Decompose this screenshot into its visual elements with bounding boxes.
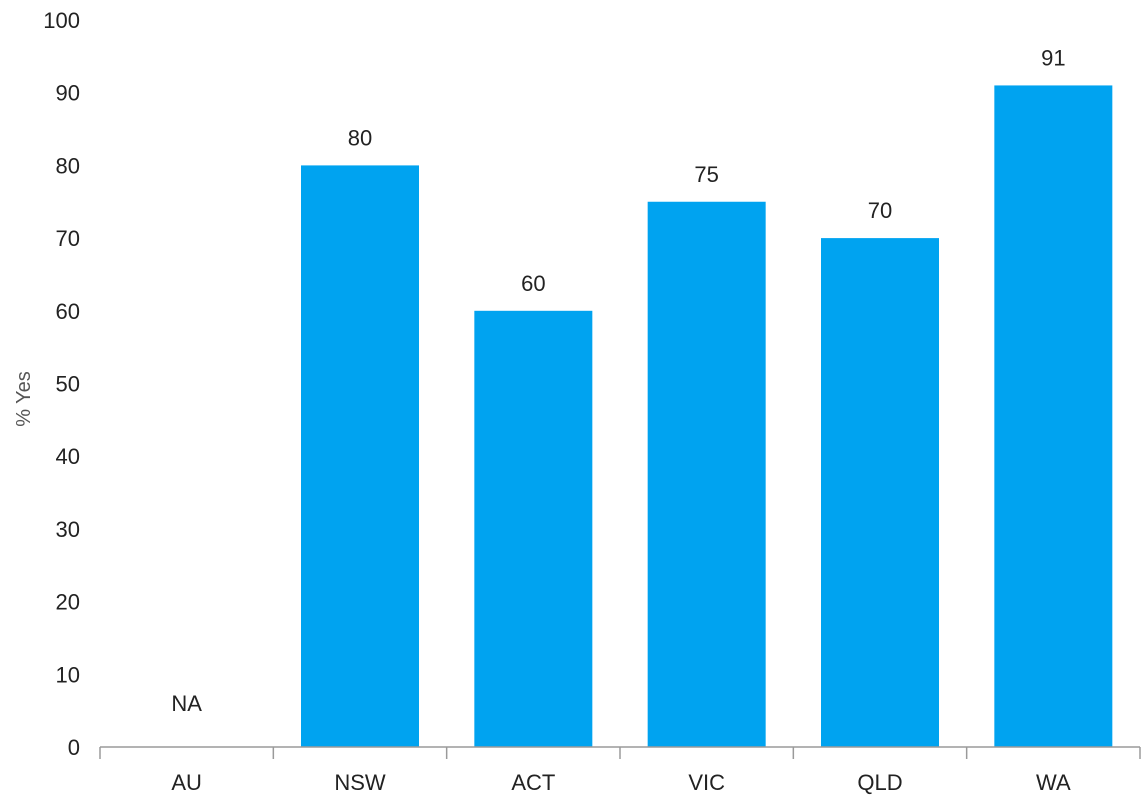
- x-axis: [99, 746, 1141, 759]
- y-axis-ticks: 0 10 20 30 40 50 60 70 80 90 100: [43, 8, 80, 760]
- y-tick-label: 20: [56, 590, 80, 615]
- y-tick-label: 30: [56, 517, 80, 542]
- data-label-vic: 75: [694, 162, 718, 187]
- data-label-qld: 70: [868, 198, 892, 223]
- bar-wa: [994, 85, 1113, 748]
- x-tick-label-vic: VIC: [688, 770, 725, 795]
- x-tick-label-wa: WA: [1036, 770, 1071, 795]
- bar-vic: [647, 201, 766, 747]
- y-tick-label: 40: [56, 444, 80, 469]
- bar-act: [474, 310, 593, 747]
- x-tick-label-qld: QLD: [857, 770, 902, 795]
- data-label-wa: 91: [1041, 45, 1065, 70]
- x-tick-label-act: ACT: [511, 770, 555, 795]
- y-tick-label: 90: [56, 81, 80, 106]
- data-labels: NA 80 60 75 70 91: [171, 45, 1065, 716]
- y-axis-title: % Yes: [13, 371, 35, 427]
- x-tick-label-nsw: NSW: [334, 770, 386, 795]
- x-axis-labels: AU NSW ACT VIC QLD WA: [171, 770, 1071, 795]
- x-tick-label-au: AU: [171, 770, 202, 795]
- data-label-au: NA: [171, 691, 202, 716]
- y-tick-label: 100: [43, 8, 80, 33]
- bar-nsw: [301, 165, 419, 747]
- y-tick-label: 70: [56, 226, 80, 251]
- y-tick-label: 50: [56, 372, 80, 397]
- y-tick-label: 60: [56, 299, 80, 324]
- y-tick-label: 10: [56, 662, 80, 687]
- data-label-nsw: 80: [348, 125, 372, 150]
- bars: [301, 85, 1113, 748]
- y-tick-label: 0: [68, 735, 80, 760]
- y-axis-title-group: % Yes: [13, 371, 35, 427]
- bar-qld: [821, 238, 939, 747]
- data-label-act: 60: [521, 271, 545, 296]
- y-tick-label: 80: [56, 153, 80, 178]
